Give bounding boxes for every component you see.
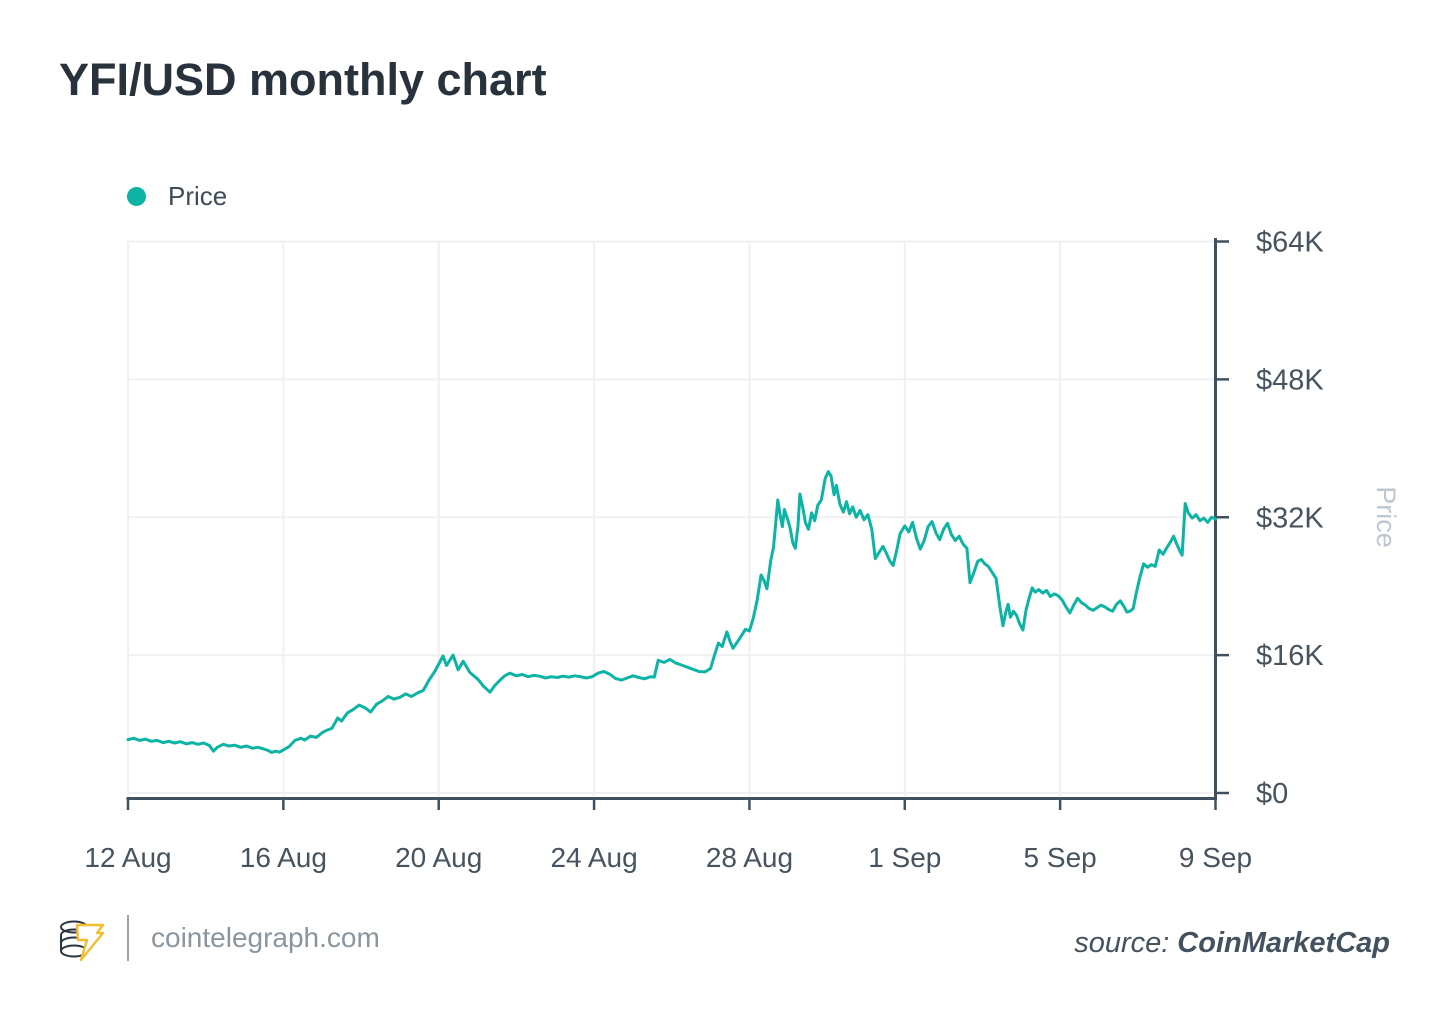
price-legend-dot-icon [127, 187, 146, 206]
x-tick-label: 16 Aug [240, 842, 327, 873]
source-credit: source: CoinMarketCap [1074, 927, 1390, 960]
x-tick-label: 24 Aug [550, 842, 637, 873]
page-title: YFI/USD monthly chart [59, 54, 547, 105]
brand-url: cointelegraph.com [151, 922, 380, 953]
y-tick-label: $32K [1256, 502, 1324, 534]
axes [126, 238, 1229, 810]
gridlines [127, 240, 1217, 796]
price-series-line [126, 470, 1217, 754]
y-tick-label: $48K [1256, 364, 1324, 396]
x-tick-label: 9 Sep [1179, 842, 1252, 873]
y-tick-label: $16K [1256, 640, 1324, 672]
axis-tick-labels: 12 Aug 16 Aug 20 Aug 24 Aug 28 Aug 1 Sep 5 Sep… [84, 227, 1401, 874]
legend-label: Price [168, 181, 228, 211]
cointelegraph-logo-icon [60, 920, 105, 962]
x-tick-label: 20 Aug [395, 842, 482, 873]
footer-divider [127, 915, 129, 961]
footer: cointelegraph.com source: CoinMarketCap [0, 905, 1450, 985]
x-tick-label: 12 Aug [84, 842, 171, 873]
chart-legend: Price [127, 181, 227, 212]
x-tick-label: 5 Sep [1024, 842, 1097, 873]
x-tick-label: 1 Sep [868, 842, 941, 873]
source-label: source: [1074, 927, 1170, 959]
y-axis-title: Price [1371, 486, 1401, 548]
brand: cointelegraph.com [57, 913, 380, 963]
source-value: CoinMarketCap [1177, 927, 1390, 959]
y-tick-label: $0 [1256, 778, 1288, 810]
x-tick-label: 28 Aug [706, 842, 793, 873]
y-tick-label: $64K [1256, 227, 1324, 259]
